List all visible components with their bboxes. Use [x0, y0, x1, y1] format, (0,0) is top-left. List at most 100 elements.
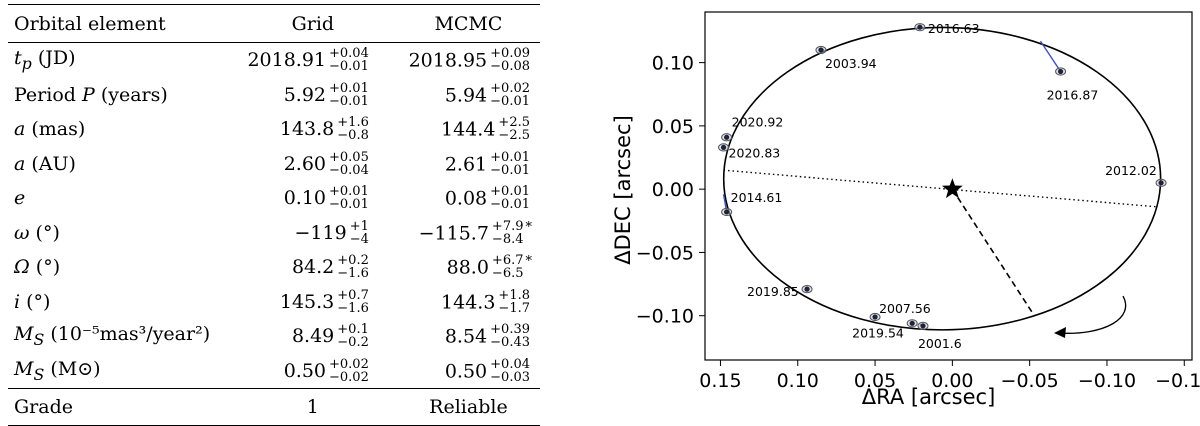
x-tick-label: −0.10 — [1078, 370, 1136, 392]
grade-mcmc-value: Reliable — [390, 388, 540, 426]
table-row: ω (°) −119 +1 −4 −115.7 +7.9 −8.4 * — [8, 216, 540, 251]
table-row: a (AU) 2.60 +0.05 −0.04 2.61 +0.01 −0.01 — [8, 147, 540, 182]
grid-value-cell: 8.49 +0.1 −0.2 — [229, 319, 391, 354]
grid-lower-error: −1.6 — [337, 266, 369, 282]
element-unit: (°) — [29, 221, 60, 244]
grid-value-cell: 0.10 +0.01 −0.01 — [229, 181, 391, 216]
header-grid: Grid — [228, 4, 391, 43]
element-name-cell: MS (M⊙) — [8, 354, 229, 389]
epoch-point — [818, 47, 824, 53]
epoch-point — [724, 209, 730, 215]
grid-value-cell: 2018.91 +0.04 −0.01 — [229, 43, 391, 78]
mcmc-value: 0.08 — [444, 187, 488, 210]
mcmc-uncertainty: +1.8 −1.7 — [498, 289, 530, 315]
grid-lower-error: −1.6 — [337, 300, 369, 316]
y-tick-label: 0.05 — [652, 116, 694, 138]
x-tick-label: 0.15 — [699, 370, 741, 392]
epoch-point — [909, 320, 915, 326]
grade-grid-value: 1 — [228, 388, 391, 426]
mcmc-value-cell: 8.54 +0.39 −0.43 — [391, 319, 540, 354]
grid-uncertainty: +0.7 −1.6 — [337, 289, 369, 315]
mcmc-value: −115.7 — [418, 221, 489, 244]
mcmc-lower-error: −0.01 — [490, 162, 530, 178]
table-row: Ω (°) 84.2 +0.2 −1.6 88.0 +6.7 −6.5 * — [8, 250, 540, 285]
mcmc-asterisk: * — [525, 254, 533, 270]
grid-uncertainty: +0.05 −0.04 — [329, 151, 369, 177]
grid-upper-error: +0.2 — [337, 253, 369, 269]
element-unit: (AU) — [25, 152, 76, 175]
mcmc-upper-error: +1.8 — [498, 287, 530, 303]
table-header-row: Orbital element Grid MCMC — [8, 4, 540, 43]
y-tick-label: 0.10 — [652, 53, 694, 75]
residual-line — [1039, 40, 1062, 72]
mcmc-value: 144.4 — [441, 118, 496, 141]
grid-value-cell: 84.2 +0.2 −1.6 — [229, 250, 391, 285]
element-symbol: e — [14, 187, 26, 210]
motion-direction-arrow — [1056, 295, 1127, 334]
mcmc-value-cell: 144.4 +2.5 −2.5 — [391, 112, 540, 147]
epoch-label: 2016.63 — [928, 21, 980, 36]
primary-star-icon — [941, 178, 963, 199]
grid-value-cell: 2.60 +0.05 −0.04 — [229, 147, 391, 182]
element-symbol: ω — [14, 221, 30, 244]
grade-label: Grade — [8, 388, 229, 426]
plot-frame — [704, 11, 1193, 361]
mcmc-value-cell: 88.0 +6.7 −6.5 * — [391, 250, 540, 285]
table-row: a (mas) 143.8 +1.6 −0.8 144.4 +2.5 −2.5 — [8, 112, 540, 147]
table-row: Period P (years) 5.92 +0.01 −0.01 5.94 +0.02−… — [8, 78, 540, 113]
line-of-nodes — [723, 169, 1159, 208]
element-name: M — [14, 323, 34, 346]
grid-value-cell: 143.8 +1.6 −0.8 — [229, 112, 391, 147]
epoch-label: 2007.56 — [879, 301, 931, 316]
grid-upper-error: +1.6 — [337, 115, 369, 131]
grid-lower-error: −0.2 — [337, 335, 369, 351]
mcmc-value-cell: 2.61 +0.01 −0.01 — [391, 147, 540, 182]
mcmc-value: 2018.95 — [408, 49, 488, 72]
table-row: i (°) 145.3 +0.7 −1.6 144.3 +1.8 −1.7 — [8, 285, 540, 320]
table-row: tp (JD) 2018.91 +0.04 −0.01 2018.95 +0.09 −0.0… — [8, 43, 540, 78]
x-tick-label: 0.05 — [854, 370, 896, 392]
mcmc-uncertainty: +7.9 −8.4 — [492, 220, 524, 246]
mcmc-value: 88.0 — [446, 256, 489, 279]
grid-value: 5.92 — [283, 83, 327, 106]
element-symbol: a — [14, 152, 26, 175]
mcmc-upper-error: +6.7 — [491, 253, 524, 269]
orbit-ellipse — [722, 26, 1162, 331]
grid-value: 84.2 — [291, 256, 335, 279]
epoch-label: 2019.54 — [852, 325, 904, 340]
epoch-label: 2012.02 — [1105, 163, 1157, 178]
grid-uncertainty: +0.04 −0.01 — [329, 47, 369, 73]
y-tick-label: 0.00 — [652, 179, 694, 201]
element-name: t — [14, 47, 22, 70]
element-subscript: S — [33, 364, 45, 384]
mcmc-lower-error: −0.43 — [490, 335, 530, 351]
mcmc-uncertainty: +2.5 −2.5 — [498, 116, 530, 142]
element-symbol: i — [14, 290, 21, 313]
epoch-point — [1158, 180, 1164, 186]
epoch-point — [872, 314, 878, 320]
mcmc-upper-error: +0.39 — [490, 322, 530, 338]
epoch-point — [720, 144, 727, 151]
epoch-label: 2020.92 — [732, 114, 784, 129]
element-name-cell: Ω (°) — [8, 250, 229, 285]
table-row: MS (10⁻⁵mas³/year²) 8.49 +0.1 −0.2 8.54 +0.39… — [8, 319, 540, 354]
element-unit: (10⁻⁵mas³/year²) — [44, 323, 211, 346]
mcmc-lower-error: −6.5 — [491, 266, 524, 282]
epoch-label: 2016.87 — [1047, 87, 1099, 102]
element-name-cell: a (mas) — [8, 112, 229, 147]
mcmc-upper-error: +0.01 — [490, 184, 530, 200]
element-unit: (years) — [94, 83, 168, 106]
mcmc-upper-error: +7.9 — [491, 218, 524, 234]
grid-upper-error: +0.1 — [337, 322, 369, 338]
grid-value: 143.8 — [279, 118, 335, 141]
grid-uncertainty: +1 −4 — [350, 220, 369, 246]
x-axis-label: ΔRA [arcsec] — [862, 385, 996, 409]
grid-value: −119 — [294, 221, 347, 244]
grid-lower-error: −0.01 — [329, 93, 369, 109]
mcmc-uncertainty: +6.7 −6.5 — [492, 254, 524, 280]
grid-value: 145.3 — [279, 290, 335, 313]
grid-upper-error: +1 — [349, 218, 369, 234]
element-symbol: P — [81, 83, 95, 106]
grid-upper-error: +0.02 — [329, 356, 369, 372]
mcmc-asterisk: * — [525, 219, 533, 235]
